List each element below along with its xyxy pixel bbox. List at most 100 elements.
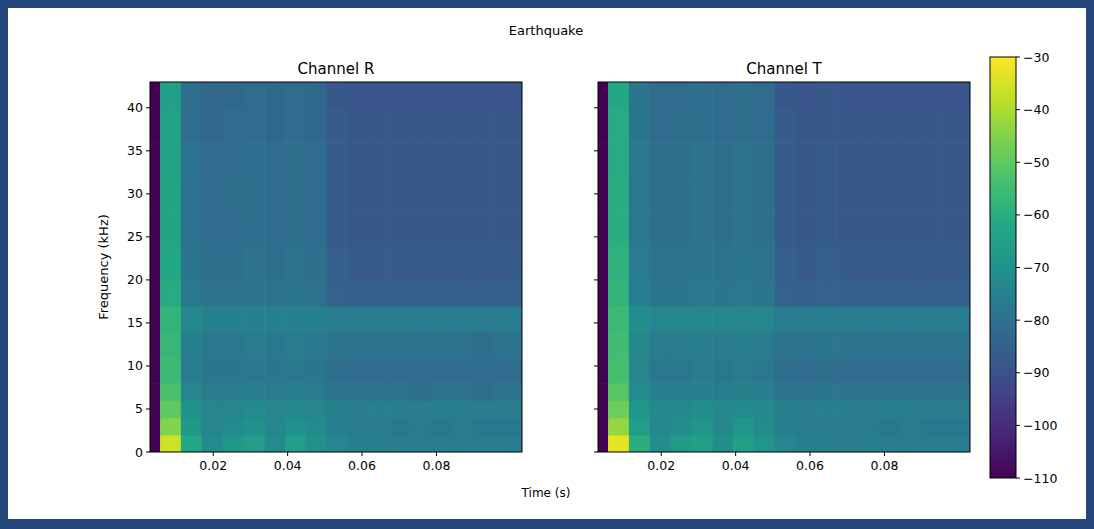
heatmap-cell bbox=[431, 211, 452, 246]
heatmap-cell bbox=[202, 306, 223, 332]
heatmap-cell bbox=[733, 332, 754, 358]
heatmap-cell bbox=[608, 332, 629, 358]
heatmap-cell bbox=[796, 306, 817, 332]
y-tick bbox=[594, 150, 598, 151]
heatmap-cell bbox=[452, 306, 473, 332]
heatmap-cell bbox=[598, 332, 609, 358]
heatmap-cell bbox=[816, 245, 837, 280]
heatmap-cell bbox=[473, 82, 494, 108]
heatmap-cell bbox=[754, 280, 775, 306]
heatmap-cell bbox=[452, 280, 473, 306]
heatmap-cell bbox=[285, 142, 306, 177]
heatmap-cell bbox=[650, 383, 671, 401]
heatmap-cell bbox=[754, 108, 775, 143]
heatmap-cell bbox=[941, 177, 970, 212]
y-axis-title: Frequency (kHz) bbox=[96, 214, 111, 320]
heatmap-cell bbox=[858, 142, 879, 177]
y-tick bbox=[146, 322, 150, 323]
heatmap-cell bbox=[431, 435, 452, 452]
heatmap-cell bbox=[150, 245, 161, 280]
colorbar-frame bbox=[990, 57, 1016, 478]
heatmap-cell bbox=[243, 435, 264, 452]
heatmap-cell bbox=[452, 245, 473, 280]
heatmap-cell bbox=[264, 108, 285, 143]
heatmap-cell bbox=[754, 177, 775, 212]
heatmap-cell bbox=[327, 383, 348, 401]
x-tick-label: 0.08 bbox=[871, 458, 899, 473]
heatmap-cell bbox=[900, 383, 921, 401]
heatmap-cell bbox=[650, 332, 671, 358]
heatmap-cell bbox=[431, 142, 452, 177]
plot-frame bbox=[150, 82, 522, 452]
heatmap-cell bbox=[598, 142, 609, 177]
heatmap-cell bbox=[327, 108, 348, 143]
heatmap-cell bbox=[452, 332, 473, 358]
heatmap-cell bbox=[879, 332, 900, 358]
heatmap-cell bbox=[202, 435, 223, 452]
heatmap-cell bbox=[816, 400, 837, 418]
heatmap-cell bbox=[629, 245, 650, 280]
y-tick-label: 5 bbox=[135, 401, 143, 416]
heatmap-cell bbox=[837, 108, 858, 143]
heatmap-cell bbox=[921, 332, 942, 358]
heatmap-cell bbox=[816, 383, 837, 401]
heatmap-cell bbox=[410, 211, 431, 246]
heatmap-cell bbox=[431, 280, 452, 306]
heatmap-cell bbox=[348, 108, 369, 143]
heatmap-cell bbox=[837, 306, 858, 332]
y-tick bbox=[594, 408, 598, 409]
colorbar-tick-label: −110 bbox=[1023, 471, 1057, 486]
heatmap-cell bbox=[816, 357, 837, 383]
heatmap-cell bbox=[493, 211, 522, 246]
heatmap-cell bbox=[368, 245, 389, 280]
heatmap-cell bbox=[473, 383, 494, 401]
heatmap-cell bbox=[223, 400, 244, 418]
heatmap-cell bbox=[858, 400, 879, 418]
heatmap-cell bbox=[837, 211, 858, 246]
heatmap-cell bbox=[306, 418, 327, 436]
heatmap-cell bbox=[181, 211, 202, 246]
y-tick bbox=[594, 365, 598, 366]
heatmap-cell bbox=[879, 211, 900, 246]
heatmap-cell bbox=[181, 177, 202, 212]
heatmap-cell bbox=[858, 108, 879, 143]
heatmap-cell bbox=[493, 383, 522, 401]
heatmap-cell bbox=[327, 211, 348, 246]
heatmap-cell bbox=[493, 108, 522, 143]
heatmap-cell bbox=[796, 357, 817, 383]
heatmap-cell bbox=[452, 82, 473, 108]
heatmap-cell bbox=[452, 400, 473, 418]
colorbar-tick-label: −100 bbox=[1023, 418, 1057, 433]
heatmap-cell bbox=[285, 332, 306, 358]
heatmap-cell bbox=[796, 332, 817, 358]
heatmap-cell bbox=[389, 108, 410, 143]
heatmap-cell bbox=[837, 177, 858, 212]
heatmap-cell bbox=[712, 142, 733, 177]
y-tick-label: 20 bbox=[127, 272, 143, 287]
heatmap-cell bbox=[608, 82, 629, 108]
heatmap-cell bbox=[202, 245, 223, 280]
y-tick bbox=[594, 322, 598, 323]
heatmap-cell bbox=[410, 142, 431, 177]
heatmap-cell bbox=[348, 82, 369, 108]
heatmap-cell bbox=[493, 245, 522, 280]
heatmap-cell bbox=[650, 142, 671, 177]
heatmap-cell bbox=[691, 435, 712, 452]
heatmap-cell bbox=[775, 142, 796, 177]
heatmap-cell bbox=[941, 82, 970, 108]
heatmap-cell bbox=[775, 418, 796, 436]
colorbar-tick bbox=[1016, 162, 1020, 163]
heatmap-cell bbox=[941, 280, 970, 306]
chart-svg: EarthquakeChannel R0.020.040.060.0805101… bbox=[0, 0, 1094, 529]
heatmap-cell bbox=[181, 435, 202, 452]
heatmap-cell bbox=[629, 82, 650, 108]
y-tick bbox=[594, 107, 598, 108]
x-tick bbox=[362, 452, 363, 456]
heatmap-cell bbox=[733, 108, 754, 143]
heatmap-cell bbox=[368, 383, 389, 401]
heatmap-cell bbox=[348, 418, 369, 436]
heatmap-cell bbox=[452, 177, 473, 212]
figure-background bbox=[8, 8, 1086, 519]
heatmap-cell bbox=[796, 383, 817, 401]
heatmap-cell bbox=[775, 82, 796, 108]
